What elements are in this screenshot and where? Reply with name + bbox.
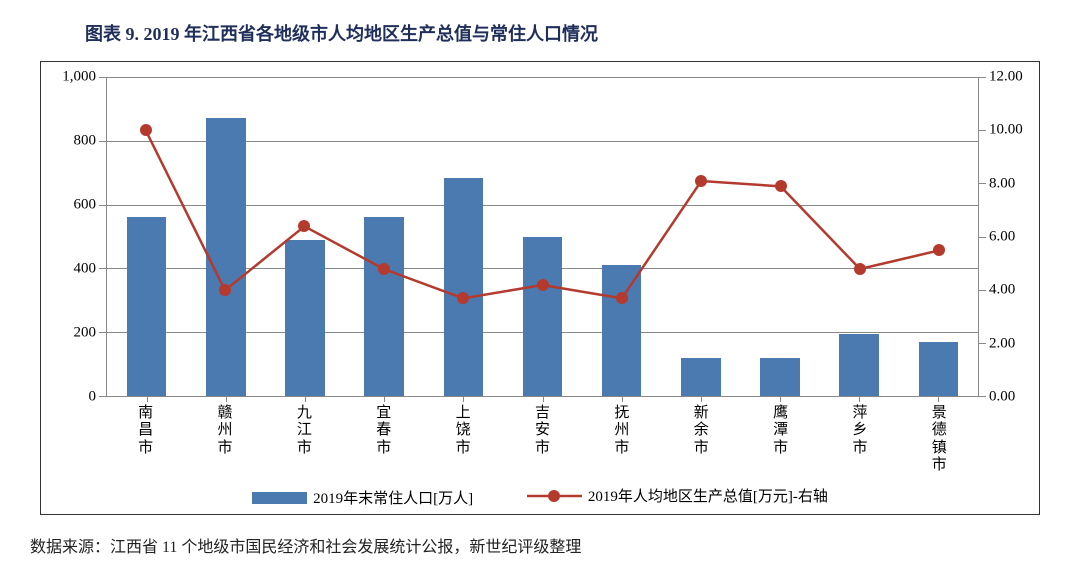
y-right-label: 0.00: [989, 389, 1015, 406]
line-marker: [775, 180, 787, 192]
x-label: 萍乡市: [851, 405, 869, 457]
source-text: 数据来源：江西省 11 个地级市国民经济和社会发展统计公报，新世纪评级整理: [30, 533, 1050, 557]
y-left-label: 1,000: [62, 69, 96, 86]
legend-swatch-line: [527, 488, 582, 504]
y-right-label: 6.00: [989, 229, 1015, 246]
legend-item-line: 2019年人均地区生产总值[万元]-右轴: [527, 485, 828, 506]
x-label: 鹰潭市: [772, 405, 790, 457]
y-left-label: 400: [74, 261, 97, 278]
x-label: 景德镇市: [930, 405, 948, 474]
legend: 2019年末常住人口[万人] 2019年人均地区生产总值[万元]-右轴: [51, 485, 1029, 509]
x-label: 宜春市: [375, 405, 393, 457]
x-label: 抚州市: [613, 405, 631, 457]
y-left-label: 800: [74, 133, 97, 150]
y-right-label: 8.00: [989, 175, 1015, 192]
legend-swatch-bar: [252, 492, 307, 504]
y-left-label: 200: [74, 325, 97, 342]
line-series: [106, 77, 979, 397]
y-left-label: 600: [74, 197, 97, 214]
line-marker: [378, 263, 390, 275]
line-marker: [537, 279, 549, 291]
y-left-label: 0: [89, 389, 97, 406]
y-right-label: 12.00: [989, 69, 1023, 86]
legend-item-bar: 2019年末常住人口[万人]: [252, 487, 473, 508]
x-label: 赣州市: [216, 405, 234, 457]
x-label: 九江市: [295, 405, 313, 457]
line-marker: [140, 124, 152, 136]
x-label: 南昌市: [137, 405, 155, 457]
x-label: 吉安市: [534, 405, 552, 457]
chart-box: 0 200 400 600 800 1,000 0.00 2.00 4.00 6.00 8.00 10…: [40, 61, 1040, 515]
y-right-label: 4.00: [989, 282, 1015, 299]
chart-container: 图表 9. 2019 年江西省各地级市人均地区生产总值与常住人口情况 0 200 4…: [0, 0, 1080, 567]
plot-area: 02004006008001,0000.002.004.006.008.0010…: [106, 77, 979, 397]
legend-label-line: 2019年人均地区生产总值[万元]-右轴: [588, 485, 828, 506]
y-right-label: 2.00: [989, 335, 1015, 352]
x-label: 上饶市: [454, 405, 472, 457]
legend-label-bar: 2019年末常住人口[万人]: [313, 487, 473, 508]
y-right-label: 10.00: [989, 122, 1023, 139]
line-marker: [854, 263, 866, 275]
x-label: 新余市: [692, 405, 710, 457]
chart-title: 图表 9. 2019 年江西省各地级市人均地区生产总值与常住人口情况: [85, 20, 1050, 46]
